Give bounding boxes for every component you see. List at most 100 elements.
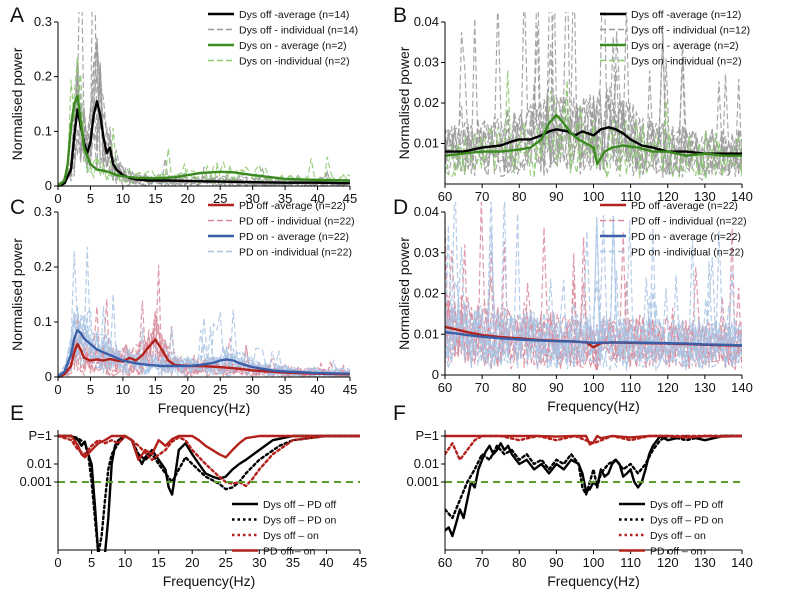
legend-label: PD on -individual (n=22) [631,247,744,259]
x-tick-label: 0 [54,382,61,397]
x-tick-label: 35 [278,191,292,206]
legend-label: PD off – on [650,546,703,558]
x-tick-label: 10 [116,382,130,397]
legend-label: Dys off – PD off [263,499,336,511]
individual-trace [445,98,742,177]
panel-a: A 0 5 10 15 20 25 30 35 40 45 0 0.1 0.2 0.3 Normalised … [9,4,358,206]
panel-b: B 60 70 80 90 100 110 120 130 140 0.01 0.02 0.03 0.04… [393,4,753,204]
x-tick-label: 110 [620,380,641,395]
individual-trace [445,261,742,370]
plot-area [58,12,350,188]
x-tick-label: 120 [657,380,679,395]
y-axis-label: Normalised power [9,238,25,351]
y-tick-label: 0.01 [414,326,439,341]
legend-label: PD off - individual (n=22) [239,216,355,228]
x-tick-label: 80 [512,380,526,395]
series-line [445,434,742,538]
legend-label: Dys off – PD on [263,515,337,527]
x-tick-label: 40 [319,555,333,570]
y-tick-label: 0.3 [34,204,52,219]
y-tick-label: 0.01 [414,456,439,471]
x-tick-label: 45 [343,191,357,206]
x-tick-label: 40 [310,382,324,397]
individual-trace [445,80,742,180]
x-tick-label: 140 [731,380,753,395]
legend-label: Dys on -individual (n=2) [631,56,742,68]
legend: PD off -average (n=22) PD off - individua… [600,200,747,259]
y-tick-label: 0.04 [414,14,439,29]
y-tick-label: 0 [45,369,52,384]
x-tick-label: 15 [151,555,165,570]
plot-area [445,202,742,374]
series-line [58,434,360,488]
legend-label: Dys off – PD on [650,515,724,527]
legend-label: PD off -average (n=22) [239,200,346,212]
x-tick-label: 25 [213,382,227,397]
x-tick-label: 140 [731,189,753,204]
individual-trace [445,70,742,178]
individual-trace [445,215,742,372]
y-tick-label: 0.001 [19,474,52,489]
x-tick-label: 5 [88,555,95,570]
x-tick-label: 90 [549,189,563,204]
x-tick-label: 90 [549,380,563,395]
legend-label: PD off -average (n=22) [631,200,738,212]
individual-trace [445,220,742,370]
x-tick-label: 70 [475,555,489,570]
legend-label: Dys on -individual (n=2) [239,56,350,68]
y-tick-label: 0.01 [27,456,52,471]
legend-label: PD on -individual (n=22) [239,247,352,259]
x-tick-label: 90 [549,555,563,570]
panel-letter: F [393,402,406,425]
y-tick-label: 0.3 [34,14,52,29]
x-tick-label: 0 [54,191,61,206]
legend-label: Dys off -average (n=12) [631,9,741,21]
x-tick-label: 20 [181,382,195,397]
x-tick-label: 45 [343,382,357,397]
x-tick-label: 80 [512,189,526,204]
series-line [58,329,350,379]
individual-trace [58,38,350,188]
x-tick-label: 100 [583,380,605,395]
x-tick-label: 100 [583,555,605,570]
legend-label: Dys off – PD off [650,499,723,511]
individual-trace [445,202,742,370]
x-tick-label: 15 [148,191,162,206]
legend: PD off -average (n=22) PD off - individua… [208,200,355,259]
plot-area [58,434,360,552]
legend-label: Dys off -average (n=14) [239,9,349,21]
x-tick-label: 10 [118,555,132,570]
y-tick-label: 0.03 [414,55,439,70]
panel-d: D 60 70 80 90 100 110 120 130 140 0 0.01 0.02 0.03 0.0… [393,196,753,414]
y-axis-label: Normalised power [9,47,25,160]
x-tick-label: 110 [620,189,641,204]
y-tick-label: 0.03 [414,245,439,260]
legend-label: Dys on - average (n=2) [631,40,739,52]
series-line [445,331,742,347]
y-tick-label: 0.02 [414,95,439,110]
individual-trace [58,320,350,379]
legend-label: PD on - average (n=22) [239,231,349,243]
series-line [58,338,350,379]
individual-trace [445,12,742,176]
y-tick-label: 0.2 [34,259,52,274]
x-tick-label: 45 [353,555,367,570]
plot-area [445,434,742,538]
plot-area [445,12,742,182]
individual-trace [445,213,742,370]
individual-trace [445,202,742,370]
x-tick-label: 35 [278,382,292,397]
x-tick-label: 30 [252,555,266,570]
x-tick-label: 60 [438,380,452,395]
x-tick-label: 120 [657,555,679,570]
x-tick-label: 140 [731,555,753,570]
x-tick-label: 130 [694,380,716,395]
legend-label: PD off – on [263,546,316,558]
x-tick-label: 110 [620,555,641,570]
legend: Dys off -average (n=14) Dys off - individ… [208,9,358,68]
y-tick-label: 0.1 [34,314,52,329]
x-tick-label: 25 [219,555,233,570]
x-tick-label: 10 [116,191,130,206]
individual-trace [58,311,350,379]
